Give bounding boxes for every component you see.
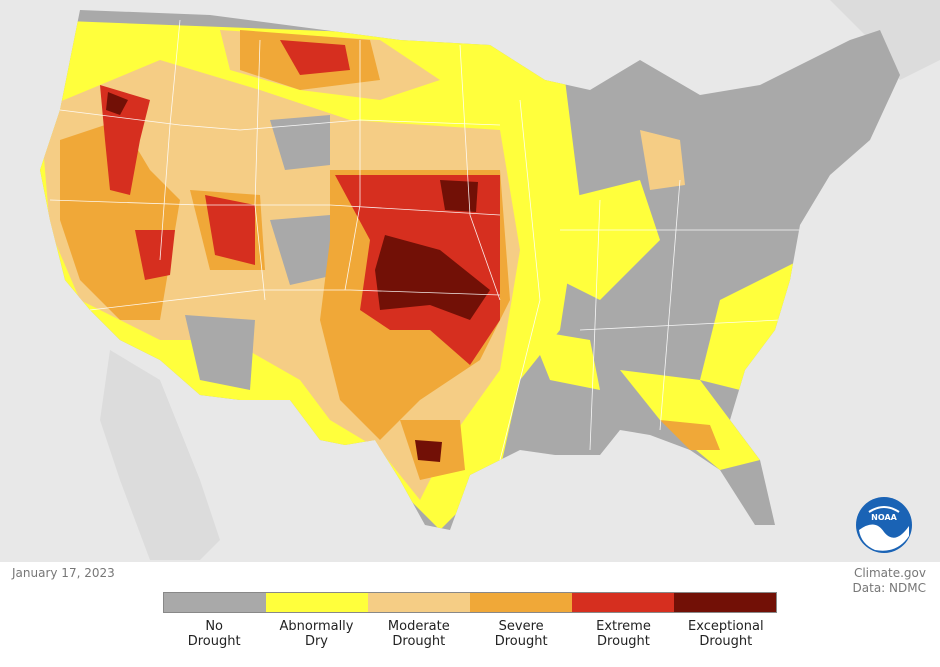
credit-line-2: Data: NDMC <box>852 581 926 595</box>
noaa-logo-text: NOAA <box>871 513 897 522</box>
legend-label-abnormally-dry: Abnormally Dry <box>279 619 354 649</box>
drought-map <box>0 0 940 562</box>
credit-line-1: Climate.gov <box>853 566 926 580</box>
legend-label-exceptional: Exceptional Drought <box>688 619 764 649</box>
credit: Climate.gov Data: NDMC <box>853 566 926 596</box>
legend-swatch-extreme <box>572 593 674 612</box>
map-date: January 17, 2023 <box>12 566 115 580</box>
legend-label-no-drought: No Drought <box>187 619 241 649</box>
legend-bar <box>163 592 777 613</box>
legend-swatch-moderate <box>368 593 470 612</box>
legend-label-severe: Severe Drought <box>494 619 548 649</box>
legend-swatch-no-drought <box>164 593 266 612</box>
legend-swatch-abnormally-dry <box>266 593 368 612</box>
legend-labels: No Drought Abnormally Dry Moderate Drought … <box>163 619 777 649</box>
noaa-logo-icon: NOAA <box>856 497 912 553</box>
legend-swatch-exceptional <box>674 593 776 612</box>
legend-label-extreme: Extreme Drought <box>596 619 651 649</box>
legend-swatch-severe <box>470 593 572 612</box>
legend-label-moderate: Moderate Drought <box>387 619 450 649</box>
